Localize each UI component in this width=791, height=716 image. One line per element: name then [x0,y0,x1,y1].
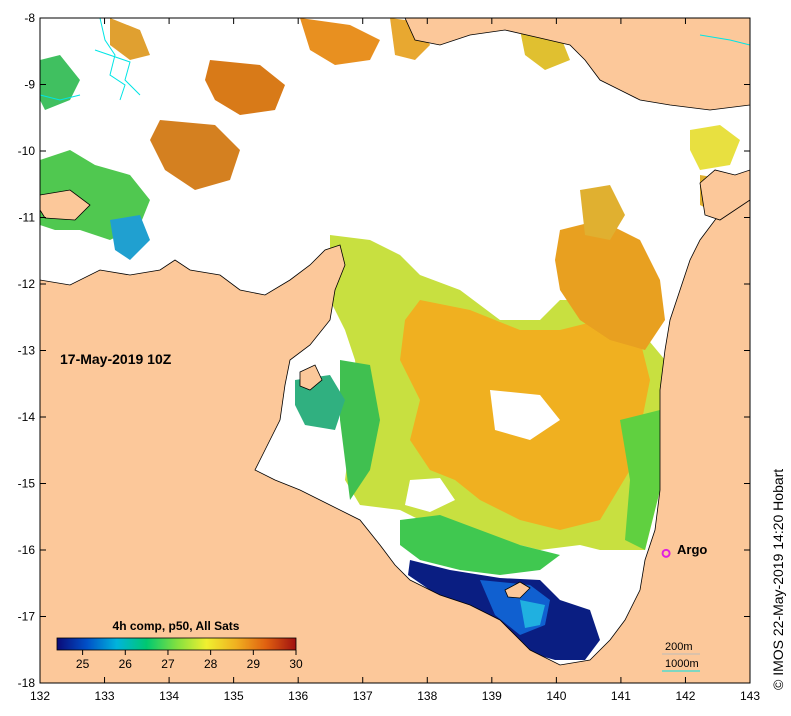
contour-200-label: 200m [665,641,693,653]
lat-tick-label: -10 [18,144,36,158]
colorbar-tick-label: 27 [161,657,175,671]
land-mornington-island [504,581,531,599]
land-northern-territory [40,194,750,683]
land-groote-eylandt [299,364,323,391]
depth-contours [40,18,750,101]
land-cape-york [699,169,750,221]
land-tiwi-islands [40,189,91,221]
lon-tick-label: 143 [740,689,760,703]
lon-tick-label: 142 [675,689,695,703]
lat-tick-label: -18 [18,676,36,690]
argo-label: Argo [677,542,707,557]
colorbar-tick-label: 28 [204,657,218,671]
lon-tick-label: 135 [224,689,244,703]
lat-tick-label: -17 [18,610,36,624]
argo-marker: Argo [661,542,707,558]
colorbar-tick-label: 25 [76,657,90,671]
argo-marker-icon [661,548,671,558]
lat-tick-label: -14 [18,410,36,424]
colorbar-tick-label: 26 [119,657,133,671]
lon-tick-label: 132 [30,689,50,703]
colorbar-title: 4h comp, p50, All Sats [113,619,240,633]
lon-tick-label: 140 [546,689,566,703]
lon-tick-label: 137 [353,689,373,703]
axis-ticks: 132 133 134 135 136 137 138 139 140 141 142 143 -8 -9… [18,11,761,703]
lat-tick-label: -11 [19,211,36,225]
lon-tick-label: 133 [95,689,115,703]
lon-tick-label: 141 [611,689,631,703]
lat-tick-label: -16 [18,543,36,557]
lat-tick-label: -8 [24,11,35,25]
lat-tick-label: -15 [18,477,36,491]
contour-1000-label: 1000m [665,658,699,670]
lon-tick-label: 138 [417,689,437,703]
colorbar-tick-label: 30 [289,657,303,671]
copyright-credit: © IMOS 22-May-2019 14:20 Hobart [770,468,786,690]
sst-data-layer [40,18,740,660]
lat-tick-label: -9 [24,78,35,92]
lon-tick-label: 134 [159,689,179,703]
lon-tick-label: 139 [482,689,502,703]
lon-tick-label: 136 [288,689,308,703]
colorbar-gradient [56,637,297,651]
land-new-guinea [404,18,750,111]
land-layer [40,18,750,683]
depth-legend: 200m 1000m [662,641,700,672]
colorbar-ticks: 25 26 27 28 29 30 [76,650,303,671]
lat-tick-label: -12 [18,277,36,291]
colorbar-tick-label: 29 [247,657,261,671]
lat-tick-label: -13 [18,344,36,358]
colorbar: 4h comp, p50, All Sats 25 26 27 28 29 30 [56,619,303,671]
date-label: 17-May-2019 10Z [60,351,172,367]
